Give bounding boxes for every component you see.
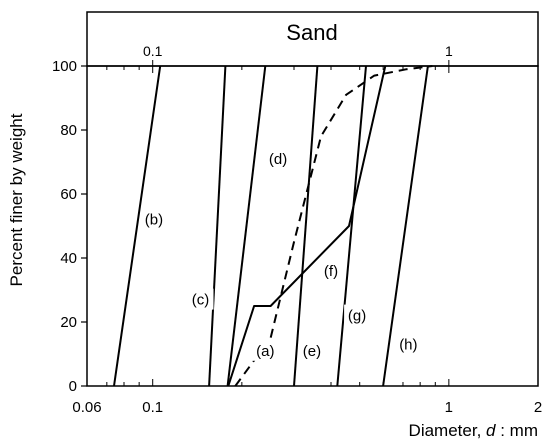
y-axis-label: Percent finer by weight [7, 113, 26, 286]
curve-label: (c) [192, 292, 210, 309]
axes: 0 20 40 60 80 100 0.06 0.1 1 2 [52, 58, 542, 416]
curve-label: (a) [256, 343, 274, 360]
curve-e [293, 65, 319, 387]
curve-label-bg [265, 147, 292, 169]
curve-a [227, 65, 387, 387]
curve-h [382, 65, 429, 387]
curve-label-bg [187, 288, 214, 310]
grading-curves [113, 65, 433, 387]
curve-label: (g) [348, 308, 366, 325]
curve-label-bg [318, 259, 345, 281]
x-tick-label: 1 [445, 399, 453, 416]
curve-g [336, 65, 367, 387]
curve-label: (e) [303, 343, 321, 360]
y-tick-label: 60 [60, 186, 77, 203]
curve-a-dashed [234, 65, 433, 387]
curve-label: (d) [269, 151, 287, 168]
x-tick-label: 0.06 [72, 399, 101, 416]
band-tick-label: 0.1 [143, 43, 163, 59]
x-tick-label: 2 [534, 399, 542, 416]
curve-label-bg [252, 339, 279, 361]
sand-band-title: Sand [286, 20, 337, 45]
x-axis-label-suffix: : mm [496, 421, 539, 440]
x-axis-label-variable: d [486, 421, 496, 440]
curve-label-bg [140, 208, 167, 230]
x-tick-label: 0.1 [142, 399, 163, 416]
curve-label: (h) [399, 336, 417, 353]
curve-d [226, 65, 267, 387]
curve-label-bg [344, 304, 371, 326]
y-tick-label: 80 [60, 122, 77, 139]
x-axis-label-prefix: Diameter, [409, 421, 486, 440]
curve-label: (f) [324, 263, 338, 280]
curve-labels: (a) (b) (c) (d) (e) (f) (g) (h) [140, 147, 422, 361]
y-tick-label: 0 [69, 378, 77, 395]
curve-c [208, 65, 227, 387]
y-tick-label: 40 [60, 250, 77, 267]
plot-frame [86, 65, 539, 387]
curve-label-bg [395, 333, 422, 355]
x-axis-label: Diameter, d : mm [409, 421, 538, 440]
curve-label-bg [298, 339, 325, 361]
y-tick-label: 100 [52, 58, 77, 75]
sand-band: Sand 0.1 1 [86, 11, 539, 67]
y-tick-label: 20 [60, 314, 77, 331]
curve-label: (b) [145, 212, 163, 229]
curve-b [113, 65, 162, 387]
band-tick-label: 1 [445, 43, 453, 59]
